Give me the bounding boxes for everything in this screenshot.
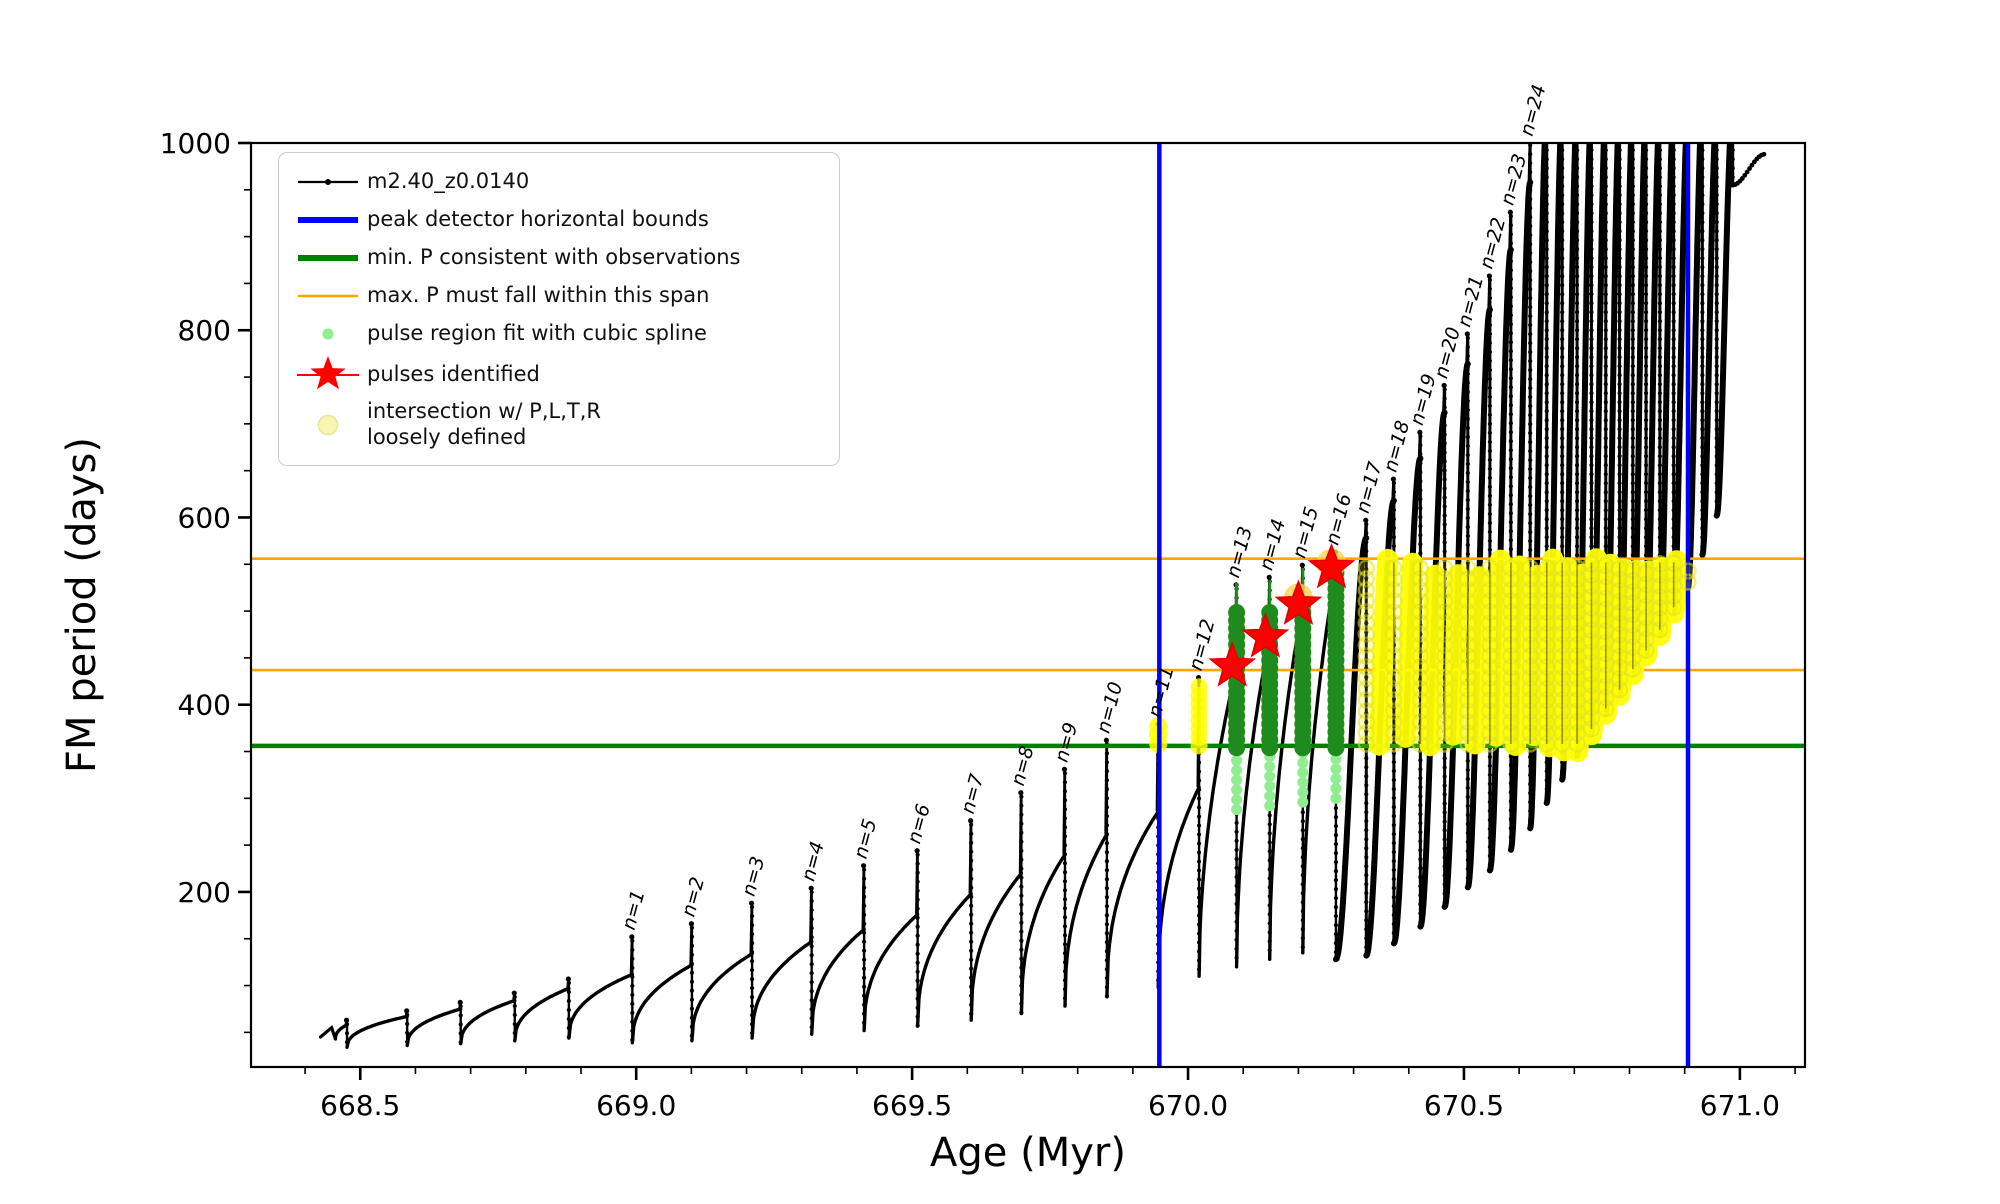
legend: m2.40_z0.0140 peak detector horizontal b…	[278, 152, 840, 466]
y-tick-label: 800	[178, 314, 231, 347]
legend-item-peak-bounds: peak detector horizontal bounds	[289, 201, 825, 239]
pulse-label-n=1: n=1	[618, 888, 650, 932]
line-dot-marker-icon	[289, 171, 367, 193]
legend-item-intersection: intersection w/ P,L,T,R loosely defined	[289, 397, 825, 453]
pulse-star	[1241, 612, 1290, 658]
legend-label: min. P consistent with observations	[367, 245, 741, 270]
pulse-label-n=6: n=6	[903, 802, 935, 846]
pulse-star	[1307, 542, 1356, 589]
legend-label: pulse region fit with cubic spline	[367, 321, 707, 346]
x-tick-label: 669.5	[872, 1089, 952, 1122]
x-tick-label: 668.5	[320, 1089, 400, 1122]
y-tick-label: 600	[178, 501, 231, 534]
pulse-label-n=11: n=11	[1144, 664, 1179, 720]
pulse-label-n=22: n=22	[1475, 215, 1510, 271]
y-tick-label: 400	[178, 689, 231, 722]
plot-area	[251, 143, 1805, 1067]
axes: 668.5 669.0 669.5 670.0 670.5 671.0 200 400 600 8…	[59, 127, 1807, 1176]
red-star-icon	[289, 353, 367, 397]
pulse-label-n=15: n=15	[1288, 504, 1323, 560]
y-axis-label: FM period (days)	[59, 437, 105, 773]
green-line-icon	[289, 247, 367, 269]
star-glyph	[310, 356, 346, 390]
x-tick-label: 670.0	[1148, 1089, 1228, 1122]
legend-label: max. P must fall within this span	[367, 283, 710, 308]
pulse-label-n=19: n=19	[1406, 372, 1441, 428]
pulse-label-n=8: n=8	[1007, 744, 1039, 788]
legend-label: intersection w/ P,L,T,R loosely defined	[367, 399, 601, 449]
legend-label: m2.40_z0.0140	[367, 169, 530, 194]
pulse-label-n=9: n=9	[1051, 720, 1083, 764]
x-tick-label: 671.0	[1700, 1089, 1780, 1122]
pulse-label-n=14: n=14	[1255, 517, 1290, 573]
legend-item-track: m2.40_z0.0140	[289, 163, 825, 201]
legend-item-min-p: min. P consistent with observations	[289, 239, 825, 277]
pulse-label-n=2: n=2	[677, 875, 709, 919]
x-tick-label: 670.5	[1424, 1089, 1504, 1122]
yellow-dot-icon	[289, 410, 367, 440]
orange-line-icon	[289, 285, 367, 307]
peak-detector-bounds	[1157, 143, 1691, 1067]
legend-label: peak detector horizontal bounds	[367, 207, 709, 232]
pulse-label-n=4: n=4	[797, 839, 829, 883]
pulse-label-n=5: n=5	[850, 817, 882, 861]
y-tick-label: 200	[178, 876, 231, 909]
legend-item-pulses-identified: pulses identified	[289, 353, 825, 397]
pulse-label-n=10: n=10	[1092, 680, 1127, 736]
legend-label: pulses identified	[367, 362, 540, 387]
blue-line-icon	[289, 209, 367, 231]
pulse-star	[1274, 579, 1323, 625]
plot-spines	[249, 141, 1807, 1069]
track-m2.40-z0.0140	[318, 143, 1767, 1049]
pulse-label-n=7: n=7	[957, 772, 989, 816]
y-tick-label: 1000	[160, 127, 231, 160]
x-tick-label: 669.0	[596, 1089, 676, 1122]
pulse-label-n=16: n=16	[1321, 491, 1356, 547]
pulse-label-n=20: n=20	[1430, 325, 1465, 381]
pulse-label-n=21: n=21	[1453, 273, 1488, 329]
identified-pulse-stars	[1208, 542, 1356, 687]
green-dot-icon	[289, 323, 367, 345]
pulse-label-n=24: n=24	[1516, 82, 1551, 138]
x-axis-label: Age (Myr)	[930, 1130, 1126, 1176]
pulse-label-n=12: n=12	[1185, 617, 1220, 673]
legend-item-max-p: max. P must fall within this span	[289, 277, 825, 315]
spline-fit-columns	[1228, 553, 1345, 816]
pulse-label-n=13: n=13	[1222, 524, 1257, 580]
legend-item-pulse-region: pulse region fit with cubic spline	[289, 315, 825, 353]
pulse-label-n=18: n=18	[1379, 418, 1414, 474]
pulse-star	[1208, 641, 1257, 687]
pulse-label-n=3: n=3	[738, 854, 770, 898]
